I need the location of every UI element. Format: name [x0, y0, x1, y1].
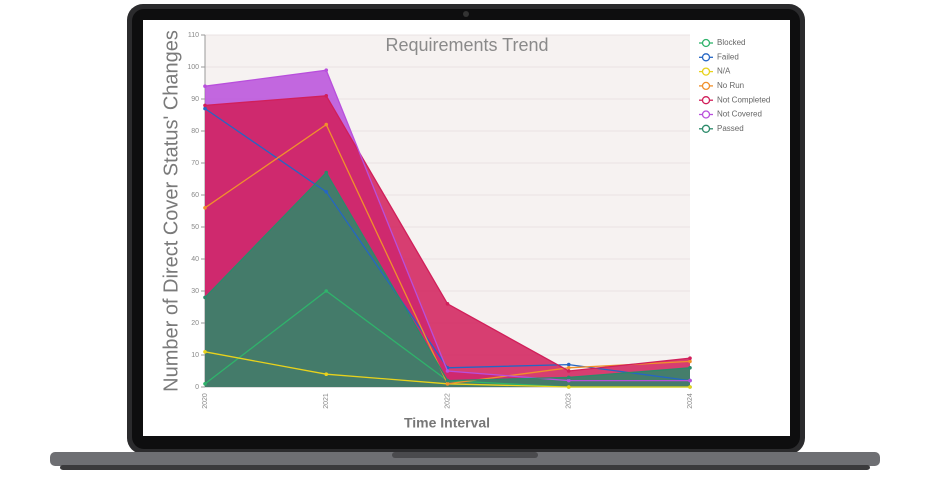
legend-label: Passed: [717, 124, 744, 133]
legend-label: Not Completed: [717, 95, 770, 104]
point: [688, 356, 692, 361]
point: [324, 289, 329, 293]
legend-label: No Run: [717, 81, 744, 90]
y-tick-label: 70: [191, 160, 199, 167]
x-tick-label: 2024: [687, 393, 694, 409]
point: [688, 378, 692, 383]
point: [203, 295, 207, 300]
point: [324, 94, 329, 98]
area: [205, 172, 690, 387]
point: [566, 375, 571, 380]
y-tick-label: 50: [191, 224, 199, 231]
point: [324, 372, 329, 377]
point: [688, 366, 692, 370]
legend-marker: [701, 81, 711, 91]
legend-label: Failed: [717, 52, 739, 61]
laptop-base-shadow: [60, 465, 870, 470]
x-tick-label: 2023: [566, 393, 573, 409]
camera: [463, 11, 469, 17]
point: [203, 84, 207, 88]
y-axis-title: Number of Direct Cover Status' Changes: [160, 30, 182, 392]
point: [688, 359, 692, 364]
legend-marker: [701, 53, 711, 62]
legend-marker: [701, 38, 711, 48]
point: [445, 302, 450, 306]
y-tick-label: 110: [188, 32, 199, 39]
legend-label: N/A: [717, 67, 731, 76]
y-tick-label: 30: [191, 288, 199, 295]
laptop-base: [50, 452, 880, 466]
y-tick-label: 10: [191, 352, 199, 359]
y-tick-label: 0: [195, 384, 199, 391]
point: [688, 385, 692, 389]
legend-label: Blocked: [717, 38, 745, 47]
y-tick-label: 20: [191, 320, 199, 327]
legend-marker: [701, 124, 711, 133]
point: [445, 382, 450, 386]
point: [566, 378, 571, 383]
plot: 0 10 20 30 40 50 60 70 80 90 100 110 2020 2021 2022 202…: [187, 32, 694, 409]
legend-label: Not Covered: [717, 110, 762, 119]
point: [203, 103, 207, 108]
point: [203, 106, 207, 111]
point: [566, 369, 571, 373]
chart-title: Requirements Trend: [385, 35, 548, 55]
point: [324, 190, 329, 194]
point: [445, 378, 450, 383]
point: [324, 170, 329, 175]
point: [203, 382, 207, 386]
point: [324, 68, 329, 72]
point: [324, 122, 329, 127]
y-tick-label: 100: [187, 64, 199, 71]
point: [566, 385, 571, 389]
x-axis-title: Time Interval: [404, 415, 490, 431]
legend-marker: [701, 110, 711, 119]
point: [445, 369, 450, 373]
x-tick-label: 2022: [444, 393, 451, 409]
x-tick-label: 2020: [202, 393, 209, 409]
legend-marker: [701, 96, 711, 105]
y-tick-label: 60: [191, 192, 199, 199]
legend-marker: [701, 67, 711, 76]
notch: [392, 452, 538, 458]
point: [203, 206, 207, 210]
y-tick-label: 40: [191, 256, 199, 263]
x-tick-label: 2021: [323, 393, 330, 409]
point: [566, 366, 571, 370]
y-tick-label: 90: [191, 96, 199, 103]
point: [566, 362, 571, 367]
y-tick-label: 80: [191, 128, 199, 135]
point: [203, 350, 207, 354]
